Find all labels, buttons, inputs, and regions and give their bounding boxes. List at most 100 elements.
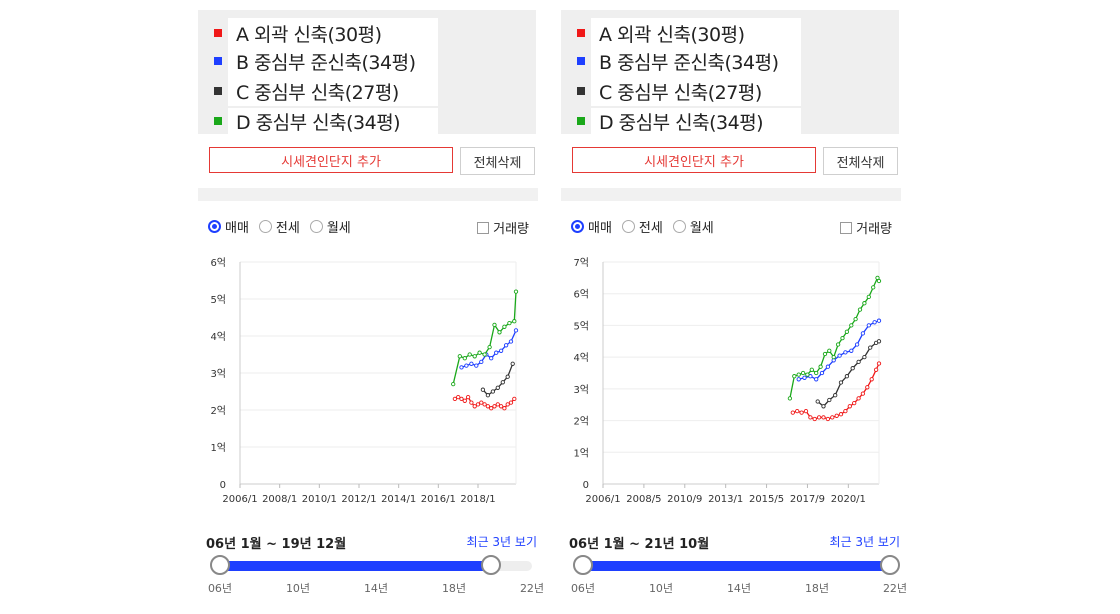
data-point: [489, 406, 494, 411]
add-complex-button[interactable]: 시세견인단지 추가: [572, 147, 816, 173]
x-tick-label: 2014/1: [381, 494, 416, 505]
y-tick-label: 5억: [210, 294, 226, 306]
slider-tick-label: 22년: [882, 582, 908, 595]
data-point: [505, 374, 510, 379]
legend-item-b[interactable]: B 중심부 준신축(34평): [577, 46, 801, 76]
legend-item-d[interactable]: D 중심부 신축(34평): [214, 108, 438, 134]
legend-swatch: [577, 87, 585, 95]
data-point: [821, 404, 826, 409]
data-point: [796, 372, 801, 377]
radio-dot: [621, 220, 635, 233]
panel-right: A 외곽 신축(30평) B 중심부 준신축(34평) C 중심부 신축(27평…: [561, 0, 907, 614]
data-point: [850, 366, 855, 371]
radio-dot: [571, 220, 584, 233]
data-point: [812, 416, 817, 422]
series-line: [452, 291, 517, 385]
data-point: [502, 406, 507, 411]
data-point: [467, 352, 472, 357]
x-tick-label: 2010/1: [302, 494, 337, 505]
legend-item-b[interactable]: B 중심부 준신축(34평): [214, 46, 438, 76]
legend-item-a[interactable]: A 외곽 신축(30평): [214, 18, 438, 48]
data-point: [487, 344, 492, 350]
y-tick-label: 2억: [573, 416, 589, 428]
radio-monthly-rent[interactable]: 월세: [672, 217, 714, 236]
clear-all-button[interactable]: 전체삭제: [823, 147, 898, 175]
legend-item-c[interactable]: C 중심부 신축(27평): [214, 76, 438, 106]
radio-sale[interactable]: 매매: [571, 217, 612, 236]
radio-jeonse[interactable]: 전세: [258, 217, 300, 236]
data-point: [835, 342, 841, 347]
volume-checkbox[interactable]: 거래량: [477, 218, 529, 237]
data-point: [818, 364, 823, 369]
recent-3-years-link[interactable]: 최근 3년 보기: [466, 535, 537, 549]
radio-label: 월세: [689, 221, 714, 236]
data-point: [872, 320, 877, 325]
data-point: [803, 408, 809, 414]
radio-monthly-rent[interactable]: 월세: [309, 217, 351, 236]
data-point: [825, 364, 831, 369]
radio-dot: [672, 220, 686, 233]
legend-swatch: [214, 87, 222, 95]
data-point: [869, 377, 874, 382]
data-point: [451, 381, 456, 387]
legend-item-d[interactable]: D 중심부 신축(34평): [577, 108, 801, 134]
data-point: [508, 339, 514, 344]
data-point: [494, 350, 499, 355]
legend-label: B 중심부 준신축(34평): [236, 51, 416, 74]
data-point: [510, 361, 515, 366]
clear-all-button[interactable]: 전체삭제: [460, 147, 535, 175]
price-chart: 0 1억 2억 3억 4억 5억 6억 7억 2006/1 2008/5 2010/9 2013/1 2…: [573, 257, 882, 505]
legend-label: C 중심부 신축(27평): [236, 81, 399, 104]
checkbox-box: [477, 221, 490, 234]
data-point: [849, 323, 854, 328]
slider-tick-label: 18년: [441, 582, 467, 595]
legend-item-c[interactable]: C 중심부 신축(27평): [577, 76, 801, 106]
slider-start-handle[interactable]: [210, 555, 230, 575]
data-point: [800, 370, 806, 376]
legend-item-a[interactable]: A 외곽 신축(30평): [577, 18, 801, 48]
data-point: [854, 342, 860, 347]
legend-swatch: [214, 29, 222, 37]
data-point: [865, 385, 870, 390]
slider-start-handle[interactable]: [573, 555, 593, 575]
period-slider[interactable]: [210, 555, 532, 575]
y-tick-label: 5억: [573, 320, 589, 332]
slider-end-handle[interactable]: [880, 555, 901, 575]
data-point: [866, 294, 871, 300]
add-complex-button[interactable]: 시세견인단지 추가: [209, 147, 453, 173]
slider-end-handle[interactable]: [481, 555, 502, 575]
deal-type-radio-group: 매매 전세 월세: [571, 217, 714, 236]
date-range-label: 06년 1월 ~ 19년 12월: [206, 537, 347, 552]
data-point: [852, 400, 857, 406]
data-point: [837, 353, 842, 358]
data-point: [495, 385, 500, 390]
legend-box: A 외곽 신축(30평) B 중심부 준신축(34평) C 중심부 신축(27평…: [561, 10, 899, 134]
recent-3-years-link[interactable]: 최근 3년 보기: [829, 535, 900, 549]
data-point: [868, 345, 873, 350]
data-point: [802, 375, 807, 380]
y-tick-label: 6억: [573, 289, 589, 301]
panel-left: A 외곽 신축(30평) B 중심부 준신축(34평) C 중심부 신축(27평…: [198, 0, 544, 614]
data-point: [825, 416, 831, 422]
data-point: [805, 372, 810, 377]
data-point: [792, 374, 797, 379]
data-point: [814, 377, 819, 382]
data-point: [513, 328, 519, 333]
radio-jeonse[interactable]: 전세: [621, 217, 663, 236]
data-point: [876, 318, 882, 323]
radio-sale[interactable]: 매매: [208, 217, 249, 236]
data-point: [500, 380, 505, 385]
data-point: [871, 285, 876, 290]
y-tick-label: 3억: [210, 368, 226, 380]
data-point: [457, 354, 462, 359]
data-point: [469, 361, 474, 366]
volume-checkbox[interactable]: 거래량: [840, 218, 892, 237]
data-point: [814, 370, 819, 376]
legend-label: A 외곽 신축(30평): [236, 23, 382, 46]
data-point: [853, 316, 858, 322]
slider-ticks: 06년 10년 14년 18년 22년: [571, 580, 907, 596]
slider-tick-label: 14년: [363, 582, 389, 595]
period-slider[interactable]: [573, 555, 901, 575]
data-point: [822, 351, 828, 357]
series-line: [482, 363, 514, 397]
